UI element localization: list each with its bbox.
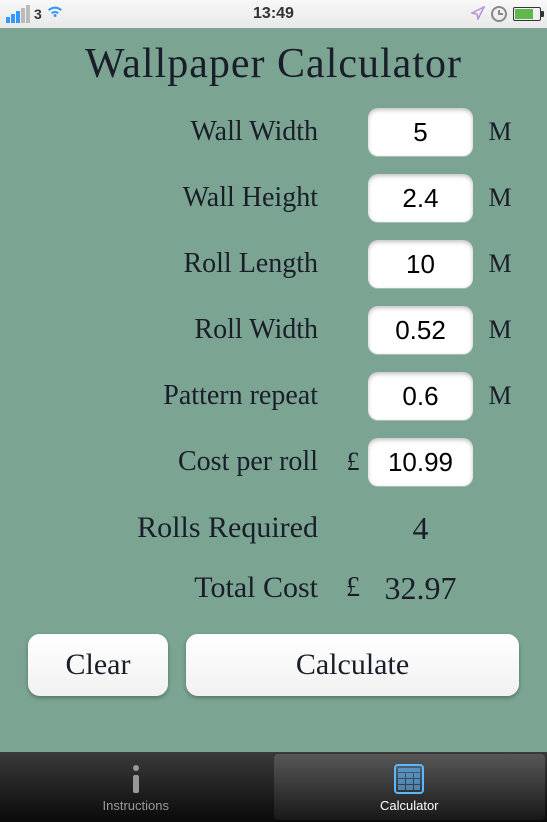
status-time: 13:49 <box>184 5 362 23</box>
roll-length-unit: M <box>473 249 527 279</box>
wifi-icon <box>46 5 64 24</box>
roll-width-row: Roll Width M <box>20 304 527 356</box>
wall-width-unit: M <box>473 117 527 147</box>
wall-height-label: Wall Height <box>20 182 338 214</box>
pattern-repeat-input[interactable] <box>368 372 473 420</box>
tab-calculator-label: Calculator <box>380 798 439 813</box>
cost-per-roll-label: Cost per roll <box>20 446 338 478</box>
roll-length-input[interactable] <box>368 240 473 288</box>
roll-width-label: Roll Width <box>20 314 338 346</box>
wall-width-row: Wall Width M <box>20 106 527 158</box>
status-bar: 3 13:49 <box>0 0 547 28</box>
tab-instructions[interactable]: Instructions <box>0 752 272 822</box>
clock-icon <box>491 6 507 22</box>
wall-height-row: Wall Height M <box>20 172 527 224</box>
rolls-required-row: Rolls Required 4 <box>20 502 527 554</box>
signal-icon <box>6 5 30 23</box>
cost-per-roll-input[interactable] <box>368 438 473 486</box>
cost-prefix: £ <box>338 447 368 477</box>
pattern-repeat-label: Pattern repeat <box>20 380 338 412</box>
battery-icon <box>513 7 541 21</box>
wall-height-unit: M <box>473 183 527 213</box>
tab-instructions-label: Instructions <box>103 798 169 813</box>
roll-length-row: Roll Length M <box>20 238 527 290</box>
tab-bar: Instructions Calculator <box>0 752 547 822</box>
page-title: Wallpaper Calculator <box>20 40 527 88</box>
clear-button[interactable]: Clear <box>28 634 168 696</box>
rolls-required-value: 4 <box>368 510 473 547</box>
location-icon <box>471 6 485 23</box>
pattern-repeat-unit: M <box>473 381 527 411</box>
rolls-required-label: Rolls Required <box>20 511 338 545</box>
total-cost-label: Total Cost <box>20 571 338 605</box>
pattern-repeat-row: Pattern repeat M <box>20 370 527 422</box>
calculate-button[interactable]: Calculate <box>186 634 519 696</box>
wall-width-label: Wall Width <box>20 116 338 148</box>
roll-length-label: Roll Length <box>20 248 338 280</box>
calculator-icon <box>392 762 426 796</box>
wall-height-input[interactable] <box>368 174 473 222</box>
info-icon <box>119 762 153 796</box>
tab-calculator[interactable]: Calculator <box>274 754 546 820</box>
button-row: Clear Calculate <box>20 634 527 696</box>
carrier-label: 3 <box>34 6 42 22</box>
app-content: Wallpaper Calculator Wall Width M Wall H… <box>0 28 547 752</box>
total-cost-row: Total Cost £ 32.97 <box>20 562 527 614</box>
roll-width-input[interactable] <box>368 306 473 354</box>
total-cost-prefix: £ <box>338 572 368 604</box>
cost-per-roll-row: Cost per roll £ <box>20 436 527 488</box>
roll-width-unit: M <box>473 315 527 345</box>
total-cost-value: 32.97 <box>368 570 473 607</box>
wall-width-input[interactable] <box>368 108 473 156</box>
